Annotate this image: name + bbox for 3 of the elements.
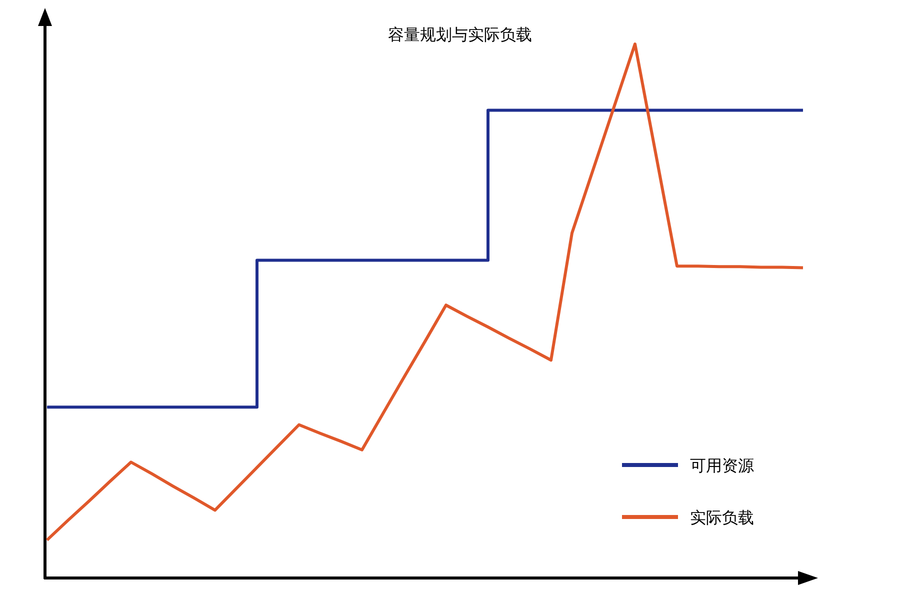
legend-label: 实际负载 xyxy=(690,508,754,527)
chart-title: 容量规划与实际负载 xyxy=(388,25,532,44)
legend-label: 可用资源 xyxy=(690,456,754,475)
